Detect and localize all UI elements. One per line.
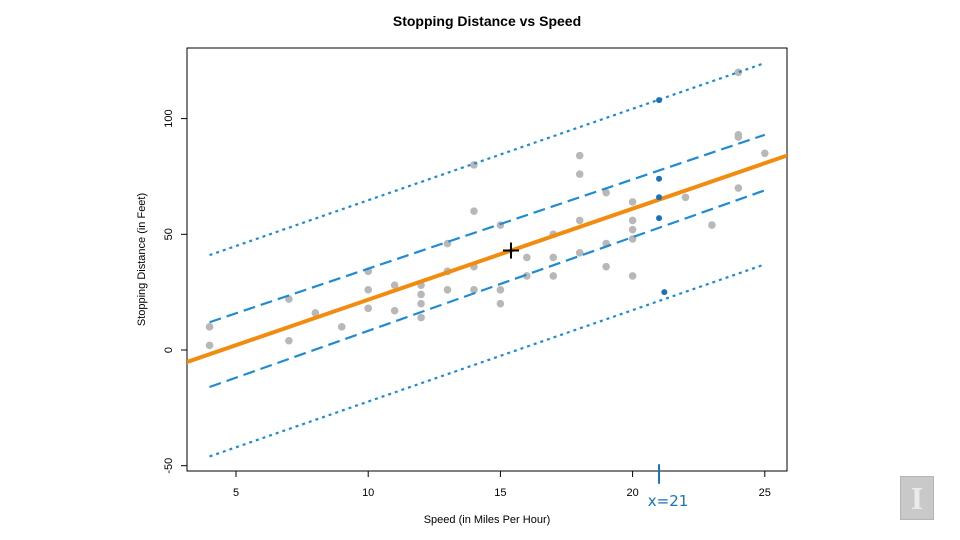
data-point: [575, 249, 584, 257]
data-point: [549, 272, 558, 280]
x-tick-label: 25: [759, 487, 771, 499]
regression-line: [187, 153, 787, 365]
y-tick-label: -50: [163, 458, 175, 474]
data-point: [602, 262, 610, 271]
x-tick-label: 15: [494, 487, 506, 499]
data-point: [734, 184, 743, 192]
highlight-point: [656, 97, 663, 104]
data-point: [311, 309, 320, 317]
data-point: [337, 323, 346, 331]
x-axis: 5 10 15 20 25: [233, 471, 771, 499]
data-point: [285, 336, 293, 345]
x-axis-label: Speed (in Miles Per Hour): [424, 514, 551, 526]
data-point: [417, 290, 425, 299]
data-point: [390, 281, 399, 290]
y-tick-label: 100: [163, 109, 175, 127]
plot-frame: [186, 47, 788, 472]
data-point: [523, 253, 531, 262]
data-point: [496, 286, 505, 294]
confidence-band-lower: [209, 189, 766, 389]
data-point: [575, 216, 584, 225]
data-point: [681, 193, 690, 202]
data-point: [364, 304, 373, 313]
highlight-point: [656, 175, 663, 182]
data-point: [575, 170, 584, 178]
plot-area: [187, 62, 787, 458]
y-axis-label: Stopping Distance (in Feet): [136, 193, 148, 326]
highlight-point: [656, 215, 663, 222]
data-point: [734, 130, 743, 139]
data-point: [364, 286, 373, 294]
x-tick-label: 10: [362, 487, 374, 499]
prediction-band-upper: [209, 62, 766, 257]
data-point: [628, 216, 637, 225]
data-point: [523, 272, 531, 280]
y-tick-label: 50: [163, 228, 175, 240]
data-point: [390, 306, 399, 315]
data-point: [628, 225, 637, 234]
highlight-point: [661, 289, 668, 296]
x-tick-label: 20: [626, 487, 638, 499]
data-point: [443, 286, 452, 294]
logo-icon: I: [900, 476, 934, 520]
x-tick-label: 5: [233, 487, 239, 499]
data-point: [417, 313, 425, 322]
data-point: [761, 149, 769, 158]
confidence-band-upper: [209, 133, 766, 324]
x-value-annotation: x=21: [648, 492, 689, 510]
data-point: [708, 221, 716, 229]
data-point: [470, 286, 478, 294]
data-point: [549, 253, 558, 262]
data-point: [628, 272, 637, 280]
y-axis: -50 0 50 100: [163, 109, 187, 474]
prediction-band-lower: [209, 263, 766, 458]
data-point: [496, 299, 505, 308]
data-point: [470, 207, 478, 215]
handwritten-annotation: x=21: [648, 464, 689, 510]
data-point: [205, 323, 214, 331]
data-point: [205, 341, 214, 350]
data-point: [575, 151, 584, 160]
y-tick-label: 0: [163, 347, 175, 353]
highlight-point: [656, 194, 663, 201]
chart-title: Stopping Distance vs Speed: [393, 13, 581, 29]
data-point: [417, 299, 425, 308]
data-point: [602, 188, 610, 197]
data-point: [628, 198, 637, 206]
